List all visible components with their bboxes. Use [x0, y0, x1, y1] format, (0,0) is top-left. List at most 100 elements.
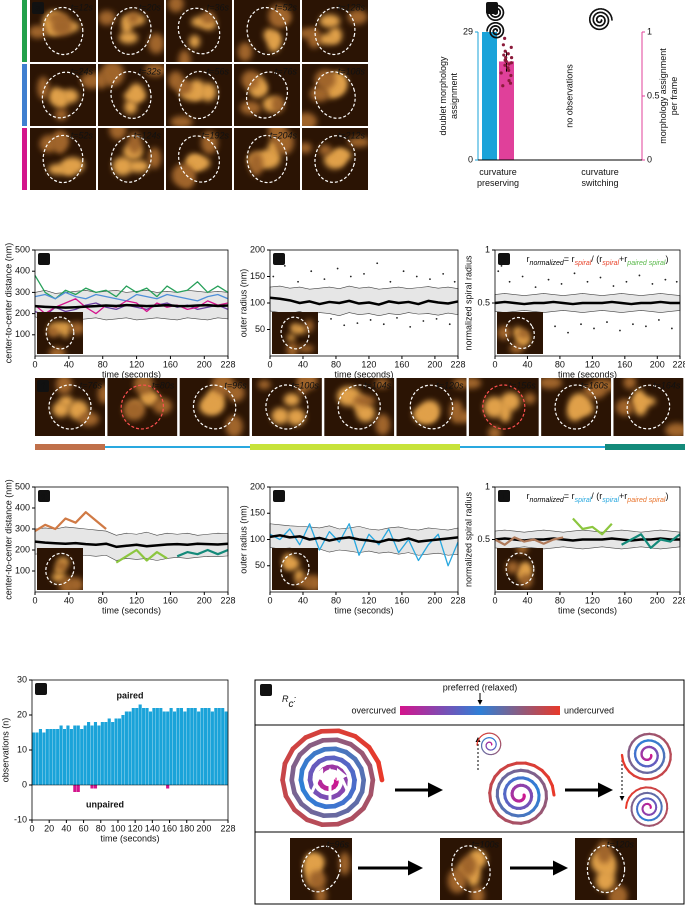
blob: [30, 25, 47, 39]
spiral-segment: [320, 737, 340, 743]
x-tick-label: 0: [29, 823, 34, 833]
micrograph: [440, 838, 502, 900]
panel-label-box: [38, 253, 50, 265]
blob: [374, 378, 390, 389]
x-tick-label: 120: [361, 595, 376, 605]
x-axis-title: time (seconds): [100, 833, 159, 843]
blob: [118, 31, 139, 44]
x-tick-label: 80: [96, 823, 106, 833]
time-label: t=32s: [139, 66, 162, 76]
formula-part: +r: [619, 254, 627, 264]
y-tick-label: 0: [468, 154, 473, 164]
x-tick-label: 0: [267, 595, 272, 605]
data-point: [310, 270, 313, 273]
outline: [192, 384, 237, 430]
bar: [145, 708, 149, 785]
y-tick-label: 100: [15, 565, 30, 575]
blob: [286, 342, 299, 354]
blob: [609, 892, 625, 900]
micrograph: [251, 378, 322, 436]
time-label: t=80s: [152, 380, 175, 390]
series-line: [269, 523, 459, 567]
dot: [501, 84, 505, 88]
dot: [504, 59, 508, 64]
panel-label: e: [501, 254, 506, 264]
blob: [80, 72, 96, 89]
blob: [268, 128, 286, 143]
time-label: t=128s: [338, 2, 366, 12]
x-tick-label: 140: [145, 823, 160, 833]
x-tick-label: 60: [79, 823, 89, 833]
data-point: [675, 280, 678, 283]
blob: [55, 108, 68, 121]
x-tick-label: 120: [585, 595, 600, 605]
bar: [59, 725, 63, 785]
dot: [508, 81, 513, 85]
bar: [56, 729, 60, 785]
blob: [48, 163, 69, 175]
micrograph: [302, 0, 368, 62]
x-tick-label: 0: [32, 595, 37, 605]
bar: [93, 785, 98, 789]
bar: [166, 785, 170, 789]
micrograph: [234, 0, 300, 62]
x-tick-label: 40: [64, 595, 74, 605]
data-point: [389, 280, 392, 283]
formula-bg: [519, 253, 680, 268]
y-tick-label: 0: [22, 779, 27, 789]
outline: [554, 384, 598, 430]
y-axis-title: outer radius (nm): [238, 269, 248, 338]
panel-label: f: [42, 381, 46, 391]
series-line: [34, 540, 229, 549]
spiral-segment: [625, 801, 628, 809]
x-tick-label: 160: [617, 359, 632, 369]
panel-label: h: [276, 491, 282, 501]
x-tick-label: 228: [672, 595, 685, 605]
outline: [626, 384, 671, 430]
x-tick-label: 160: [163, 595, 178, 605]
spiral-segment: [335, 816, 355, 827]
outline: [409, 384, 454, 430]
x-tick-label: 20: [44, 823, 54, 833]
spiral-segment: [352, 733, 372, 750]
panel-label-box: [498, 490, 510, 502]
time-label: t=100s: [292, 380, 320, 390]
blob: [97, 384, 105, 404]
data-point: [560, 283, 563, 285]
y-tick-label: 0.5: [477, 534, 490, 544]
spiral-segment: [366, 744, 381, 765]
y2-tick-label: 1: [647, 26, 652, 36]
dot: [506, 52, 510, 56]
formula-part: ): [665, 491, 668, 501]
blob: [353, 395, 376, 407]
micrograph: [30, 64, 96, 126]
micrograph: [272, 548, 318, 590]
bar: [186, 708, 190, 785]
outline: [178, 135, 220, 183]
x-tick-label: 180: [179, 823, 194, 833]
bar: [482, 32, 497, 160]
x-tick-label: 100: [110, 823, 125, 833]
blob: [307, 853, 325, 871]
bar: [152, 708, 156, 785]
annotation: no observations: [564, 64, 574, 128]
preferred-label: preferred (relaxed): [443, 682, 518, 692]
x-tick-label: 40: [522, 595, 532, 605]
bar: [52, 729, 56, 785]
x-tick-label: 40: [64, 359, 74, 369]
data-point: [586, 280, 589, 283]
plot-frame: [34, 249, 229, 357]
data-point: [573, 272, 576, 275]
bar: [190, 708, 194, 785]
time-label: t=12s: [71, 2, 94, 12]
micrograph: [30, 0, 96, 62]
data-point: [599, 276, 602, 279]
time-label: t=96s: [327, 839, 350, 849]
y-tick-label: 200: [15, 544, 30, 554]
bar: [221, 708, 225, 785]
timeline-segment: [35, 444, 105, 450]
bar: [80, 729, 84, 785]
panel-label: i: [503, 491, 506, 501]
series-line: [269, 534, 459, 544]
spiral-segment: [348, 741, 365, 756]
